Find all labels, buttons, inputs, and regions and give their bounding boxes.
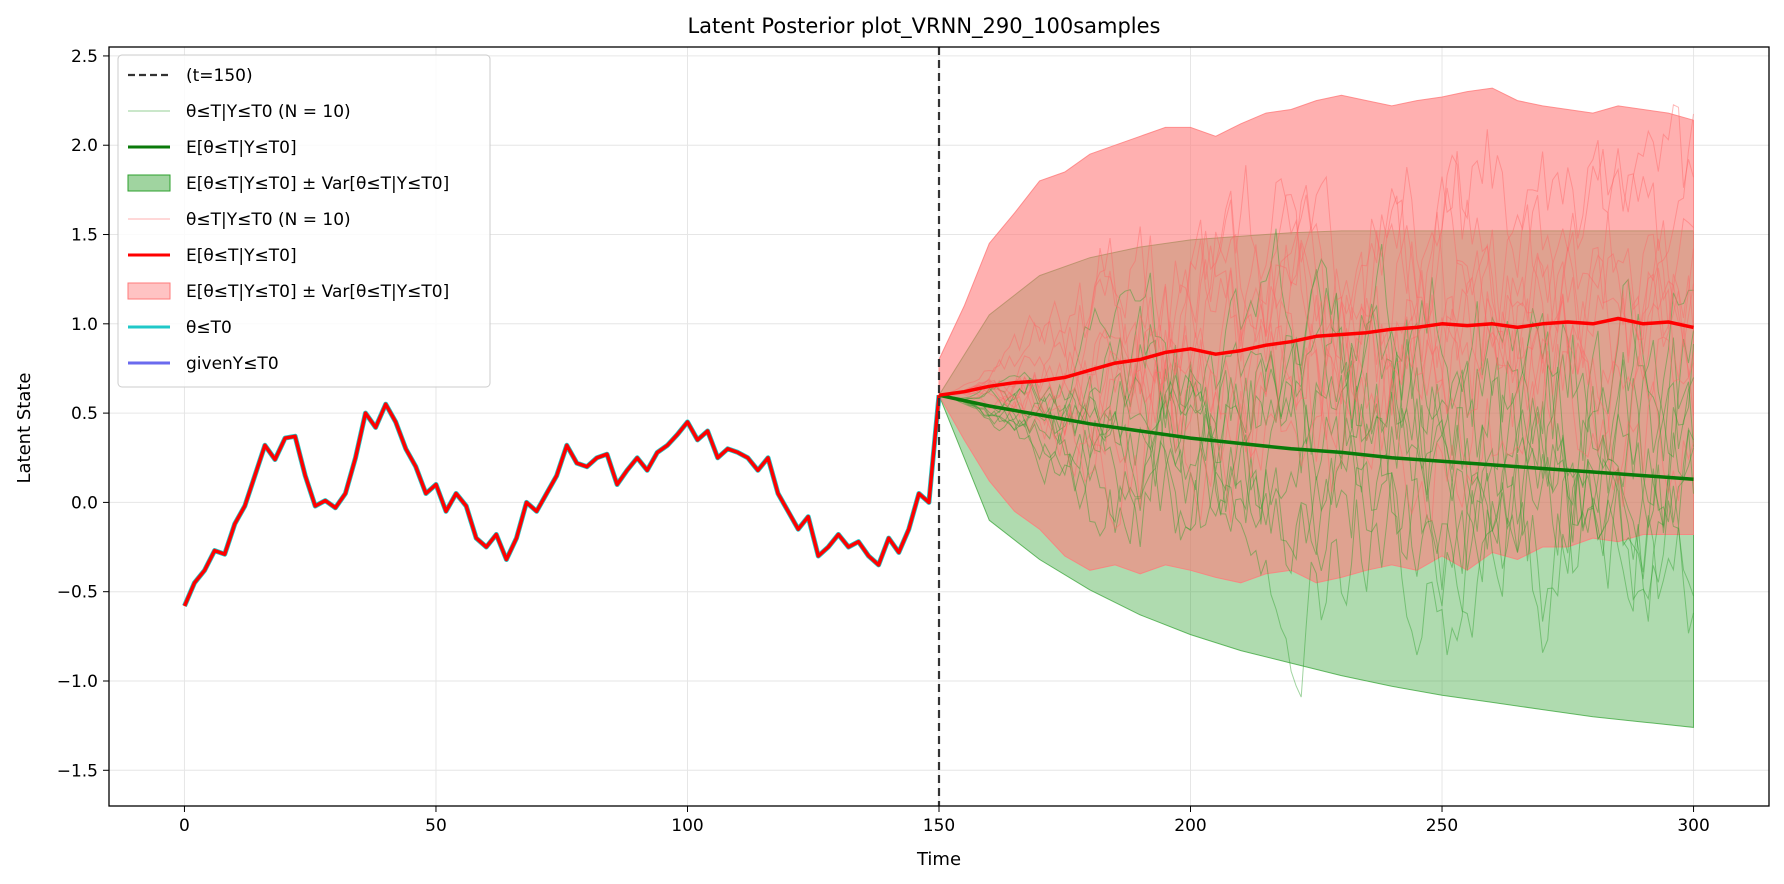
y-tick-label: 0.5 (71, 404, 98, 424)
y-tick-label: 1.5 (71, 226, 98, 246)
red-sample-trajectory (938, 167, 1694, 404)
legend-label: E[θ≤T|Y≤T0] ± Var[θ≤T|Y≤T0] (186, 282, 449, 302)
x-tick-label: 300 (1677, 816, 1709, 836)
y-tick-label: −1.0 (57, 672, 98, 692)
tick-layer: 0 50 100 150 200 250 300 −1.5 −1.0 −0.5 0.0 0.5 1.0 1… (57, 47, 1710, 836)
y-tick-label: −0.5 (57, 583, 98, 603)
red-sample-trajectory (938, 251, 1694, 523)
red-sample-trajectory (938, 204, 1694, 471)
green-sample-trajectory (938, 287, 1694, 597)
legend-swatch-patch (127, 174, 171, 192)
green-mean-line (938, 393, 1694, 481)
red-sample-trajectory (938, 242, 1694, 521)
y-tick-label: 2.0 (71, 136, 98, 156)
green-sample-trajectory (938, 301, 1694, 502)
legend-label: E[θ≤T|Y≤T0] (186, 246, 297, 266)
y-tick-label: 1.0 (71, 315, 98, 335)
legend-swatch-patch (127, 282, 171, 300)
legend-label: givenY≤T0 (186, 354, 279, 374)
green-sample-trajectory (938, 269, 1694, 583)
red-sample-trajectory (938, 211, 1694, 530)
green-sample-trajectory (938, 304, 1694, 534)
green-sample-trajectory (938, 228, 1694, 507)
legend-label: E[θ≤T|Y≤T0] ± Var[θ≤T|Y≤T0] (186, 174, 449, 194)
x-axis-title: Time (916, 849, 961, 870)
legend-box (117, 54, 491, 388)
green-sample-trajectory (938, 394, 1694, 653)
red-mean-line (938, 316, 1694, 397)
red-sample-trajectory (938, 165, 1694, 436)
y-axis-title: Latent State (14, 372, 35, 483)
plot-area (182, 47, 1694, 806)
x-tick-label: 150 (923, 816, 955, 836)
legend: (t=150) θ≤T|Y≤T0 (N = 10) E[θ≤T|Y≤T0] E[θ≤T… (117, 54, 491, 388)
red-sample-trajectory (938, 104, 1694, 453)
red-sample-trajectory (938, 217, 1694, 507)
x-tick-label: 50 (425, 816, 447, 836)
green-sample-trajectory (938, 386, 1694, 638)
legend-label: θ≤T|Y≤T0 (N = 10) (186, 210, 351, 230)
x-tick-label: 100 (671, 816, 703, 836)
x-tick-label: 200 (1174, 816, 1206, 836)
x-tick-label: 250 (1426, 816, 1458, 836)
red-sample-trajectory (938, 194, 1694, 455)
y-tick-label: −1.5 (57, 761, 98, 781)
x-tick-label: 0 (179, 816, 190, 836)
green-sample-trajectory (938, 272, 1694, 482)
history-posterior-mean-line (182, 395, 941, 607)
legend-label: θ≤T|Y≤T0 (N = 10) (186, 102, 351, 122)
legend-label: (t=150) (186, 66, 253, 86)
y-tick-label: 0.0 (71, 493, 98, 513)
red-sample-trajectory (938, 113, 1694, 433)
legend-label: θ≤T0 (186, 318, 232, 338)
green-sample-trajectory (938, 305, 1694, 698)
chart-title: Latent Posterior plot_VRNN_290_100sample… (687, 14, 1160, 39)
y-tick-label: 2.5 (71, 47, 98, 67)
legend-label: E[θ≤T|Y≤T0] (186, 138, 297, 158)
